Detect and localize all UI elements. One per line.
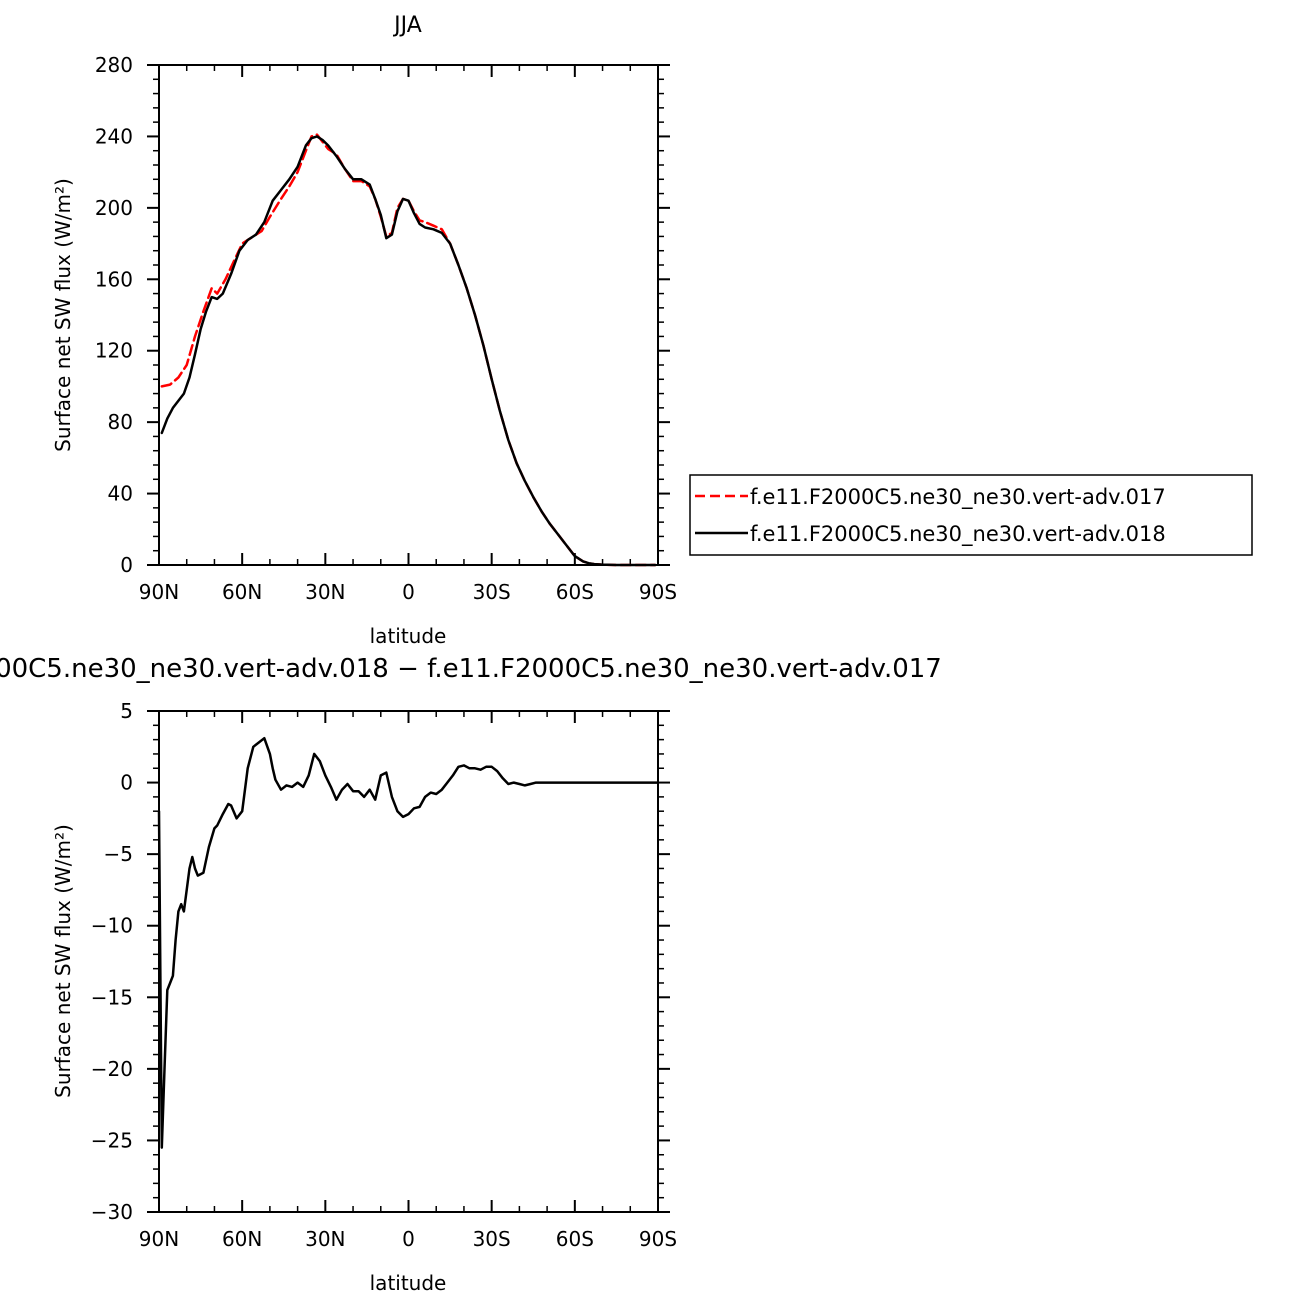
legend-label-018: f.e11.F2000C5.ne30_ne30.vert-adv.018 [750, 522, 1166, 547]
top-y-tick-labels: 0 40 80 120 160 200 240 280 [95, 53, 133, 577]
x-tick-label: 30N [305, 1227, 345, 1251]
panel-top: JJA 90N 60N 30N 0 30S 60S 90S 0 40 80 120 160 200 24… [51, 13, 677, 648]
series-line-solid-black [160, 135, 657, 567]
y-tick-label: 160 [95, 267, 133, 291]
x-tick-label: 30S [473, 1227, 511, 1251]
y-tick-label: −15 [91, 985, 133, 1009]
x-tick-label: 30N [305, 580, 345, 604]
x-tick-label: 0 [402, 580, 415, 604]
y-tick-label: 240 [95, 124, 133, 148]
y-tick-label: 0 [120, 553, 133, 577]
x-tick-label: 90S [639, 1227, 677, 1251]
top-plot-frame [158, 64, 659, 566]
series-line-solid-black [157, 736, 660, 1149]
x-tick-label: 60N [222, 1227, 262, 1251]
bottom-chart-title: f.e11.F2000C5.ne30_ne30.vert-adv.018 − f… [0, 654, 942, 684]
x-tick-label: 60N [222, 580, 262, 604]
top-chart-title: JJA [392, 13, 422, 38]
bottom-y-axis-label: Surface net SW flux (W/m²) [51, 824, 75, 1098]
x-tick-label: 60S [556, 580, 594, 604]
legend-box [689, 474, 1253, 556]
x-tick-label: 60S [556, 1227, 594, 1251]
x-tick-label: 90N [139, 1227, 179, 1251]
y-tick-label: −25 [91, 1128, 133, 1152]
x-tick-label: 0 [402, 1227, 415, 1251]
bottom-y-tick-labels: −30 −25 −20 −15 −10 −5 0 5 [91, 699, 133, 1224]
top-y-axis-label: Surface net SW flux (W/m²) [51, 178, 75, 452]
bottom-x-axis-label: latitude [370, 1271, 447, 1295]
top-tick-marks [147, 64, 670, 566]
panel-bottom: f.e11.F2000C5.ne30_ne30.vert-adv.018 − f… [0, 654, 942, 1295]
bottom-plot-frame [158, 710, 659, 1213]
series-line-dashed-red [160, 133, 657, 567]
top-x-axis-label: latitude [370, 624, 447, 648]
top-series-group [160, 133, 657, 567]
bottom-x-tick-labels: 90N 60N 30N 0 30S 60S 90S [139, 1227, 677, 1251]
y-tick-label: 40 [108, 482, 133, 506]
y-tick-label: −5 [104, 842, 133, 866]
y-tick-label: −30 [91, 1200, 133, 1224]
y-tick-label: −20 [91, 1057, 133, 1081]
top-x-tick-labels: 90N 60N 30N 0 30S 60S 90S [139, 580, 677, 604]
legend-label-017: f.e11.F2000C5.ne30_ne30.vert-adv.017 [750, 485, 1166, 510]
bottom-tick-marks [147, 710, 670, 1213]
y-tick-label: 5 [120, 699, 133, 723]
y-tick-label: 280 [95, 53, 133, 77]
y-tick-label: −10 [91, 914, 133, 938]
legend: f.e11.F2000C5.ne30_ne30.vert-adv.017 f.e… [689, 474, 1253, 556]
x-tick-label: 90S [639, 580, 677, 604]
y-tick-label: 0 [120, 771, 133, 795]
x-tick-label: 30S [473, 580, 511, 604]
x-tick-label: 90N [139, 580, 179, 604]
y-tick-label: 200 [95, 196, 133, 220]
bottom-series-group [157, 736, 660, 1149]
y-tick-label: 120 [95, 339, 133, 363]
y-tick-label: 80 [108, 410, 133, 434]
